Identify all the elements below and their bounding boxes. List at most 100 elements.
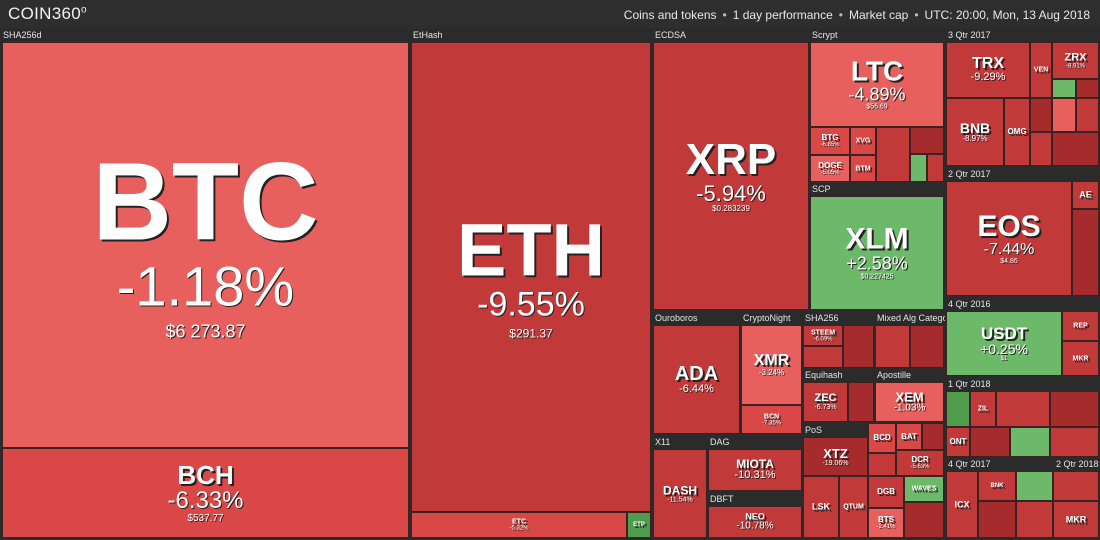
small-coin-cluster[interactable] — [1016, 501, 1053, 538]
coin-tile-xrp[interactable]: XRP -5.94% $0.283239 — [653, 42, 809, 310]
coin-tile-omg[interactable]: OMG — [1004, 98, 1030, 166]
coin-tile-ada[interactable]: ADA -6.44% — [653, 325, 740, 434]
coin-change: -7.35% — [761, 419, 781, 426]
coin-tile-etc[interactable]: ETC -5.32% — [411, 512, 627, 538]
section-mixed-alg: Mixed Alg Catego — [874, 311, 945, 325]
logo-text: COIN360 — [8, 4, 81, 23]
small-coin-cluster[interactable] — [843, 325, 874, 368]
coin-tile-xem[interactable]: XEM -1.03% — [875, 382, 944, 422]
small-coin-cluster[interactable] — [946, 391, 970, 427]
coin-tile-etp[interactable]: ETP — [627, 512, 651, 538]
coin-tile-ltc[interactable]: LTC -4.89% $56.69 — [810, 42, 944, 127]
small-coin-cluster[interactable] — [970, 427, 1010, 457]
small-coin-cluster[interactable] — [1052, 79, 1076, 98]
coin-symbol: DGB — [877, 487, 895, 496]
coin-tile-miota[interactable]: MIOTA -10.31% — [708, 449, 802, 491]
crumb-1-day-performance[interactable]: 1 day performance — [732, 8, 833, 22]
coin-tile-doge[interactable]: DOGE -5.05% — [810, 155, 850, 182]
small-coin-cluster[interactable] — [868, 453, 896, 476]
small-coin-cluster[interactable] — [927, 154, 944, 182]
coin-change: -1.03% — [893, 402, 926, 414]
small-coin-cluster[interactable] — [1053, 471, 1099, 501]
coin-symbol: AE — [1079, 189, 1092, 200]
coin-symbol: ZEC — [814, 391, 837, 404]
coin-tile-waves[interactable]: WAVES — [904, 476, 944, 502]
coin-tile-xlm[interactable]: XLM +2.58% $0.227425 — [810, 196, 944, 310]
coin-tile-ont[interactable]: ONT — [946, 427, 970, 457]
small-coin-cluster[interactable] — [848, 382, 874, 422]
coin-symbol: ETP — [633, 522, 645, 528]
coin-symbol: NEO — [745, 511, 765, 522]
crumb-separator-dot: • — [838, 8, 843, 22]
small-coin-cluster[interactable] — [910, 325, 944, 368]
small-coin-cluster[interactable] — [1052, 98, 1076, 132]
small-coin-cluster[interactable] — [910, 154, 927, 182]
section-dbft: DBFT — [707, 492, 802, 506]
coin-symbol: BAT — [901, 431, 917, 441]
small-coin-cluster[interactable] — [1030, 98, 1052, 132]
coin-tile-btm[interactable]: BTM — [850, 155, 876, 182]
coin-tile-eth[interactable]: ETH -9.55% $291.37 — [411, 42, 651, 512]
coin-tile-ae[interactable]: AE — [1072, 181, 1099, 209]
coin-tile-neo[interactable]: NEO -10.78% — [708, 506, 802, 538]
coin-tile-btc[interactable]: BTC -1.18% $6 273.87 — [2, 42, 409, 448]
small-coin-cluster[interactable] — [1050, 427, 1099, 457]
small-coin-cluster[interactable] — [978, 501, 1016, 538]
coin-tile-ven[interactable]: VEN — [1030, 42, 1052, 98]
coin-tile-mkr-q4-2016[interactable]: MKR — [1062, 341, 1099, 376]
coin-tile-zec[interactable]: ZEC -6.73% — [803, 382, 848, 422]
crumb-coins-and-tokens[interactable]: Coins and tokens — [623, 8, 717, 22]
section-ouroboros: Ouroboros — [652, 311, 740, 325]
section-q2-2017: 2 Qtr 2017 — [945, 167, 1100, 181]
coin-tile-icx[interactable]: ICX — [946, 471, 978, 538]
coin-tile-steem[interactable]: STEEM -6.09% — [803, 325, 843, 346]
coin-symbol: BCH — [177, 459, 234, 490]
coin-tile-eos[interactable]: EOS -7.44% $4.86 — [946, 181, 1072, 296]
small-coin-cluster[interactable] — [1052, 132, 1099, 166]
small-coin-cluster[interactable] — [876, 127, 910, 182]
small-coin-cluster[interactable] — [910, 127, 944, 154]
coin-tile-xtz[interactable]: XTZ -19.06% — [803, 437, 868, 476]
coin-tile-xmr[interactable]: XMR -3.24% — [741, 325, 802, 405]
coin-tile-bnk[interactable]: BNK — [978, 471, 1016, 501]
coin-tile-xvg[interactable]: XVG — [850, 127, 876, 155]
coin-tile-zrx[interactable]: ZRX -8.91% — [1052, 42, 1099, 79]
coin-tile-dash[interactable]: DASH -11.54% — [653, 449, 707, 538]
small-coin-cluster[interactable] — [996, 391, 1050, 427]
coin-change: +0.25% — [980, 340, 1028, 357]
coin-symbol: XEM — [895, 389, 924, 405]
section-x11: X11 — [652, 435, 707, 449]
coin-symbol: EOS — [977, 209, 1041, 243]
coin-tile-bcd[interactable]: BCD — [868, 423, 896, 453]
small-coin-cluster[interactable] — [922, 423, 944, 450]
coin-tile-dgb[interactable]: DGB — [868, 476, 904, 508]
small-coin-cluster[interactable] — [1050, 391, 1099, 427]
coin-tile-rep[interactable]: REP — [1062, 311, 1099, 341]
coin-tile-zil[interactable]: ZIL — [970, 391, 996, 427]
coin-tile-dcr[interactable]: DCR -5.63% — [896, 450, 944, 476]
small-coin-cluster[interactable] — [803, 346, 843, 368]
coin-tile-bat[interactable]: BAT — [896, 423, 922, 450]
coin-price: $0.283239 — [712, 204, 750, 214]
small-coin-cluster[interactable] — [1076, 79, 1099, 98]
coin-tile-qtum[interactable]: QTUM — [839, 476, 868, 538]
small-coin-cluster[interactable] — [1030, 132, 1052, 166]
small-coin-cluster[interactable] — [1076, 98, 1099, 132]
coin-tile-bnb[interactable]: BNB -8.97% — [946, 98, 1004, 166]
small-coin-cluster[interactable] — [1010, 427, 1050, 457]
coin-tile-trx[interactable]: TRX -9.29% — [946, 42, 1030, 98]
coin-tile-mkr[interactable]: MKR — [1053, 501, 1099, 538]
small-coin-cluster[interactable] — [904, 502, 944, 538]
coin-tile-lsk[interactable]: LSK — [803, 476, 839, 538]
coin-tile-bts[interactable]: BTS -2.41% — [868, 508, 904, 538]
coin360-logo[interactable]: COIN360o — [8, 4, 87, 24]
coin-tile-usdt[interactable]: USDT +0.25% $1 — [946, 311, 1062, 376]
small-coin-cluster[interactable] — [875, 325, 910, 368]
coin-price: $0.227425 — [860, 273, 894, 281]
coin-tile-bcn[interactable]: BCN -7.35% — [741, 405, 802, 434]
coin-tile-bch[interactable]: BCH -6.33% $537.77 — [2, 448, 409, 538]
small-coin-cluster[interactable] — [1016, 471, 1053, 501]
coin-tile-btg[interactable]: BTG -6.85% — [810, 127, 850, 155]
crumb-market-cap[interactable]: Market cap — [848, 8, 909, 22]
small-coin-cluster[interactable] — [1072, 209, 1099, 296]
